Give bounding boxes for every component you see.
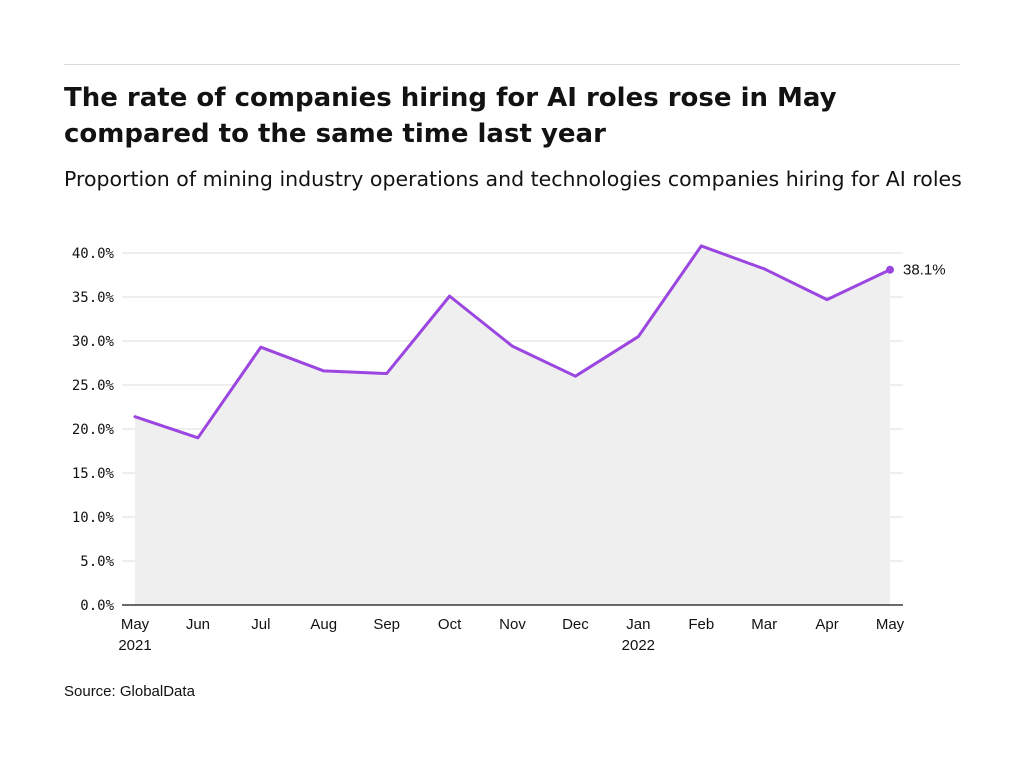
x-tick-year-label: 2021 xyxy=(118,637,151,654)
data-point xyxy=(385,372,388,375)
x-tick-label: Jun xyxy=(186,616,210,633)
chart-title: The rate of companies hiring for AI role… xyxy=(64,83,837,149)
y-tick-label: 15.0% xyxy=(72,466,115,482)
x-tick-label: Jan xyxy=(626,616,650,633)
x-tick-label: Apr xyxy=(815,616,838,633)
source-note: Source: GlobalData xyxy=(64,683,195,700)
y-tick-label: 40.0% xyxy=(72,246,115,262)
x-tick-label: May xyxy=(876,616,905,633)
x-tick-label: Dec xyxy=(562,616,589,633)
data-point xyxy=(574,375,577,378)
data-point xyxy=(637,335,640,338)
x-tick-label: Mar xyxy=(751,616,777,633)
chart-subtitle: Proportion of mining industry operations… xyxy=(64,167,962,191)
x-tick-label: Oct xyxy=(438,616,462,633)
end-value-label: 38.1% xyxy=(903,262,946,279)
y-tick-label: 30.0% xyxy=(72,334,115,350)
x-tick-year-label: 2022 xyxy=(622,637,655,654)
data-point xyxy=(826,298,829,301)
y-tick-label: 0.0% xyxy=(80,598,114,614)
end-point-marker xyxy=(886,265,894,274)
data-point xyxy=(511,345,514,348)
data-point xyxy=(196,436,199,439)
data-point xyxy=(134,415,137,418)
x-axis: May 2021 Jun Jul Aug Sep Oct Nov Dec Jan 2022 Feb Ma… xyxy=(118,616,904,654)
series-line xyxy=(133,244,892,440)
y-tick-label: 25.0% xyxy=(72,378,115,394)
data-point xyxy=(322,369,325,372)
y-tick-label: 5.0% xyxy=(80,554,114,570)
x-tick-label: Feb xyxy=(688,616,714,633)
top-rule xyxy=(64,64,960,65)
data-point xyxy=(259,346,262,349)
y-tick-label: 10.0% xyxy=(72,510,115,526)
x-tick-label: Sep xyxy=(373,616,400,633)
data-point xyxy=(763,267,766,270)
x-tick-label: Aug xyxy=(310,616,337,633)
data-points xyxy=(134,244,894,439)
y-tick-label: 20.0% xyxy=(72,422,115,438)
data-point xyxy=(700,244,703,247)
data-point xyxy=(448,295,451,298)
area-fill xyxy=(135,245,890,605)
y-axis: 0.0% 5.0% 10.0% 15.0% 20.0% 25.0% 30.0% 35.0% 40… xyxy=(72,246,115,614)
x-tick-label: Jul xyxy=(251,616,270,633)
y-tick-label: 35.0% xyxy=(72,290,115,306)
x-tick-label: May xyxy=(121,616,150,633)
x-tick-label: Nov xyxy=(499,616,526,633)
